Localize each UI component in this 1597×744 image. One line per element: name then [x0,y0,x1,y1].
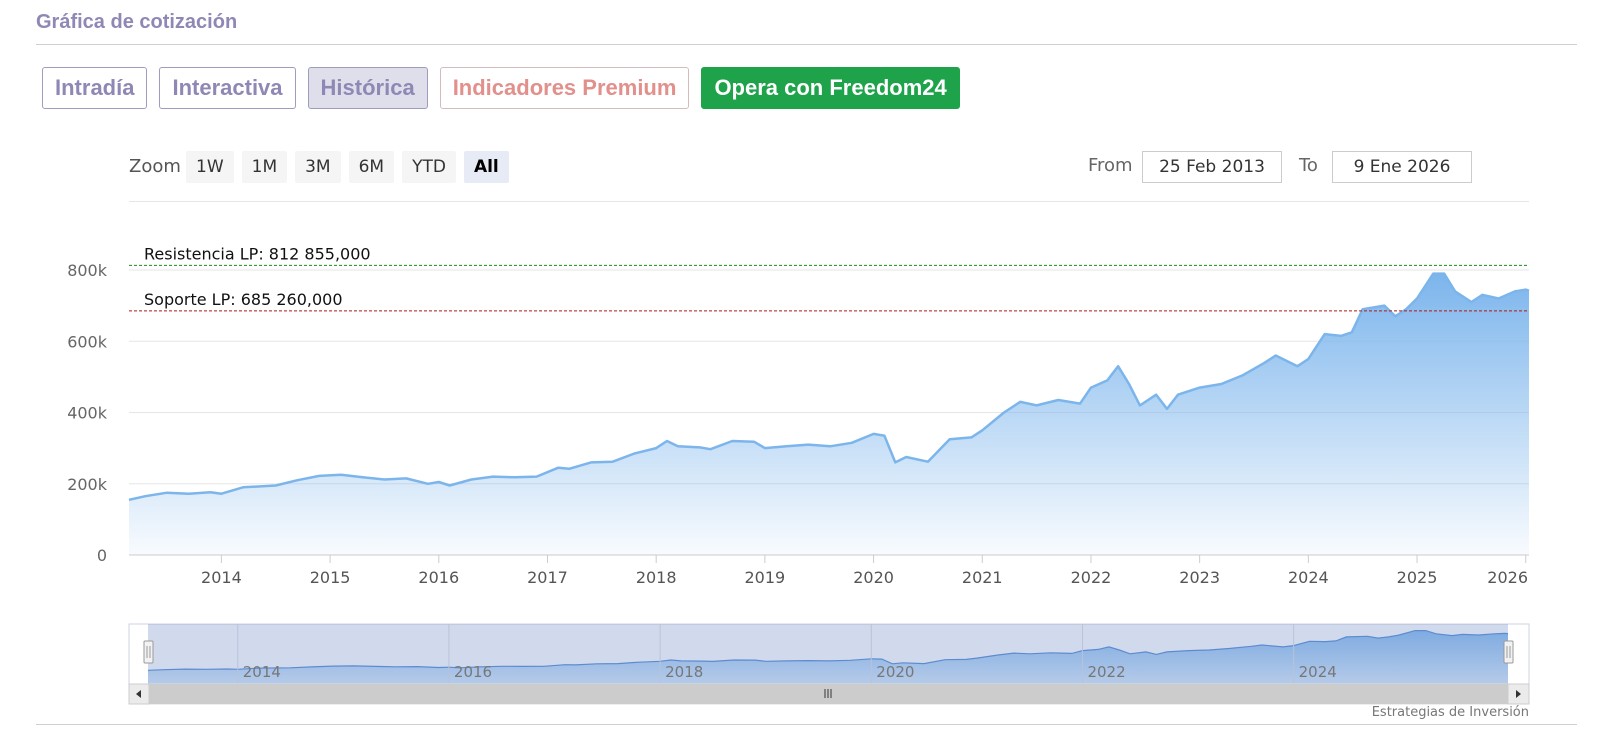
x-tick-label: 2018 [636,568,677,587]
x-tick-label: 2026 [1487,568,1528,587]
navigator-tick-label: 2016 [454,663,492,681]
zoom-1m-button[interactable]: 1M [241,151,288,183]
navigator-selection[interactable] [148,624,1508,684]
tab-interactiva[interactable]: Interactiva [159,67,296,109]
toolbar-divider [129,201,1529,202]
zoom-6m-button[interactable]: 6M [348,151,395,183]
x-tick-label: 2015 [310,568,351,587]
to-label: To [1299,155,1318,176]
navigator-series-area [148,630,1508,684]
x-tick-label: 2024 [1288,568,1329,587]
x-tick-label: 2016 [418,568,459,587]
opera-freedom24-button[interactable]: Opera con Freedom24 [701,67,960,109]
navigator-tick-label: 2024 [1299,663,1337,681]
tab-historica[interactable]: Histórica [307,67,428,109]
zoom-all-button[interactable]: All [463,151,509,183]
x-tick-label: 2021 [962,568,1003,587]
navigator-handle-right[interactable] [1503,640,1514,664]
zoom-3m-button[interactable]: 3M [295,151,341,183]
x-tick-label: 2017 [527,568,568,587]
scrollbar-grip-icon [824,689,832,698]
from-date-input[interactable] [1142,151,1282,183]
y-tick-label: 800k [67,261,108,280]
x-tick-label: 2025 [1397,568,1438,587]
y-tick-label: 0 [97,546,107,565]
tab-indicadores-premium[interactable]: Indicadores Premium [439,67,690,109]
navigator-series-line [147,630,1509,671]
support-label: Soporte LP: 685 260,000 [144,290,343,309]
zoom-label: Zoom [129,156,181,177]
bottom-divider [36,724,1577,725]
y-tick-label: 600k [67,332,108,351]
section-title: Gráfica de cotización [36,11,238,33]
resistance-label: Resistencia LP: 812 855,000 [144,244,371,263]
price-area [129,273,1529,555]
zoom-buttons: 1W 1M 3M 6M YTD All [186,151,509,183]
chart-tabs: Intradía Interactiva Histórica Indicador… [42,67,960,109]
navigator-tick-label: 2018 [665,663,703,681]
x-tick-label: 2014 [201,568,242,587]
scroll-left-arrow-icon[interactable] [128,683,150,705]
x-tick-label: 2020 [853,568,894,587]
y-tick-label: 200k [67,475,108,494]
scroll-right-arrow-icon[interactable] [1507,683,1530,705]
y-tick-label: 400k [67,404,108,423]
navigator-handle-left[interactable] [143,640,154,664]
zoom-ytd-button[interactable]: YTD [402,151,456,183]
navigator-tick-label: 2014 [243,663,281,681]
price-line[interactable] [128,272,1530,502]
navigator-tick-label: 2020 [876,663,914,681]
tab-intradia[interactable]: Intradía [42,67,148,109]
zoom-1w-button[interactable]: 1W [186,151,234,183]
to-date-input[interactable] [1332,151,1472,183]
chart-credit: Estrategias de Inversión [1371,705,1529,720]
navigator-tick-label: 2022 [1087,663,1125,681]
title-divider [36,44,1577,45]
x-tick-label: 2019 [745,568,786,587]
x-tick-label: 2023 [1179,568,1220,587]
x-tick-label: 2022 [1071,568,1112,587]
from-label: From [1088,155,1133,176]
